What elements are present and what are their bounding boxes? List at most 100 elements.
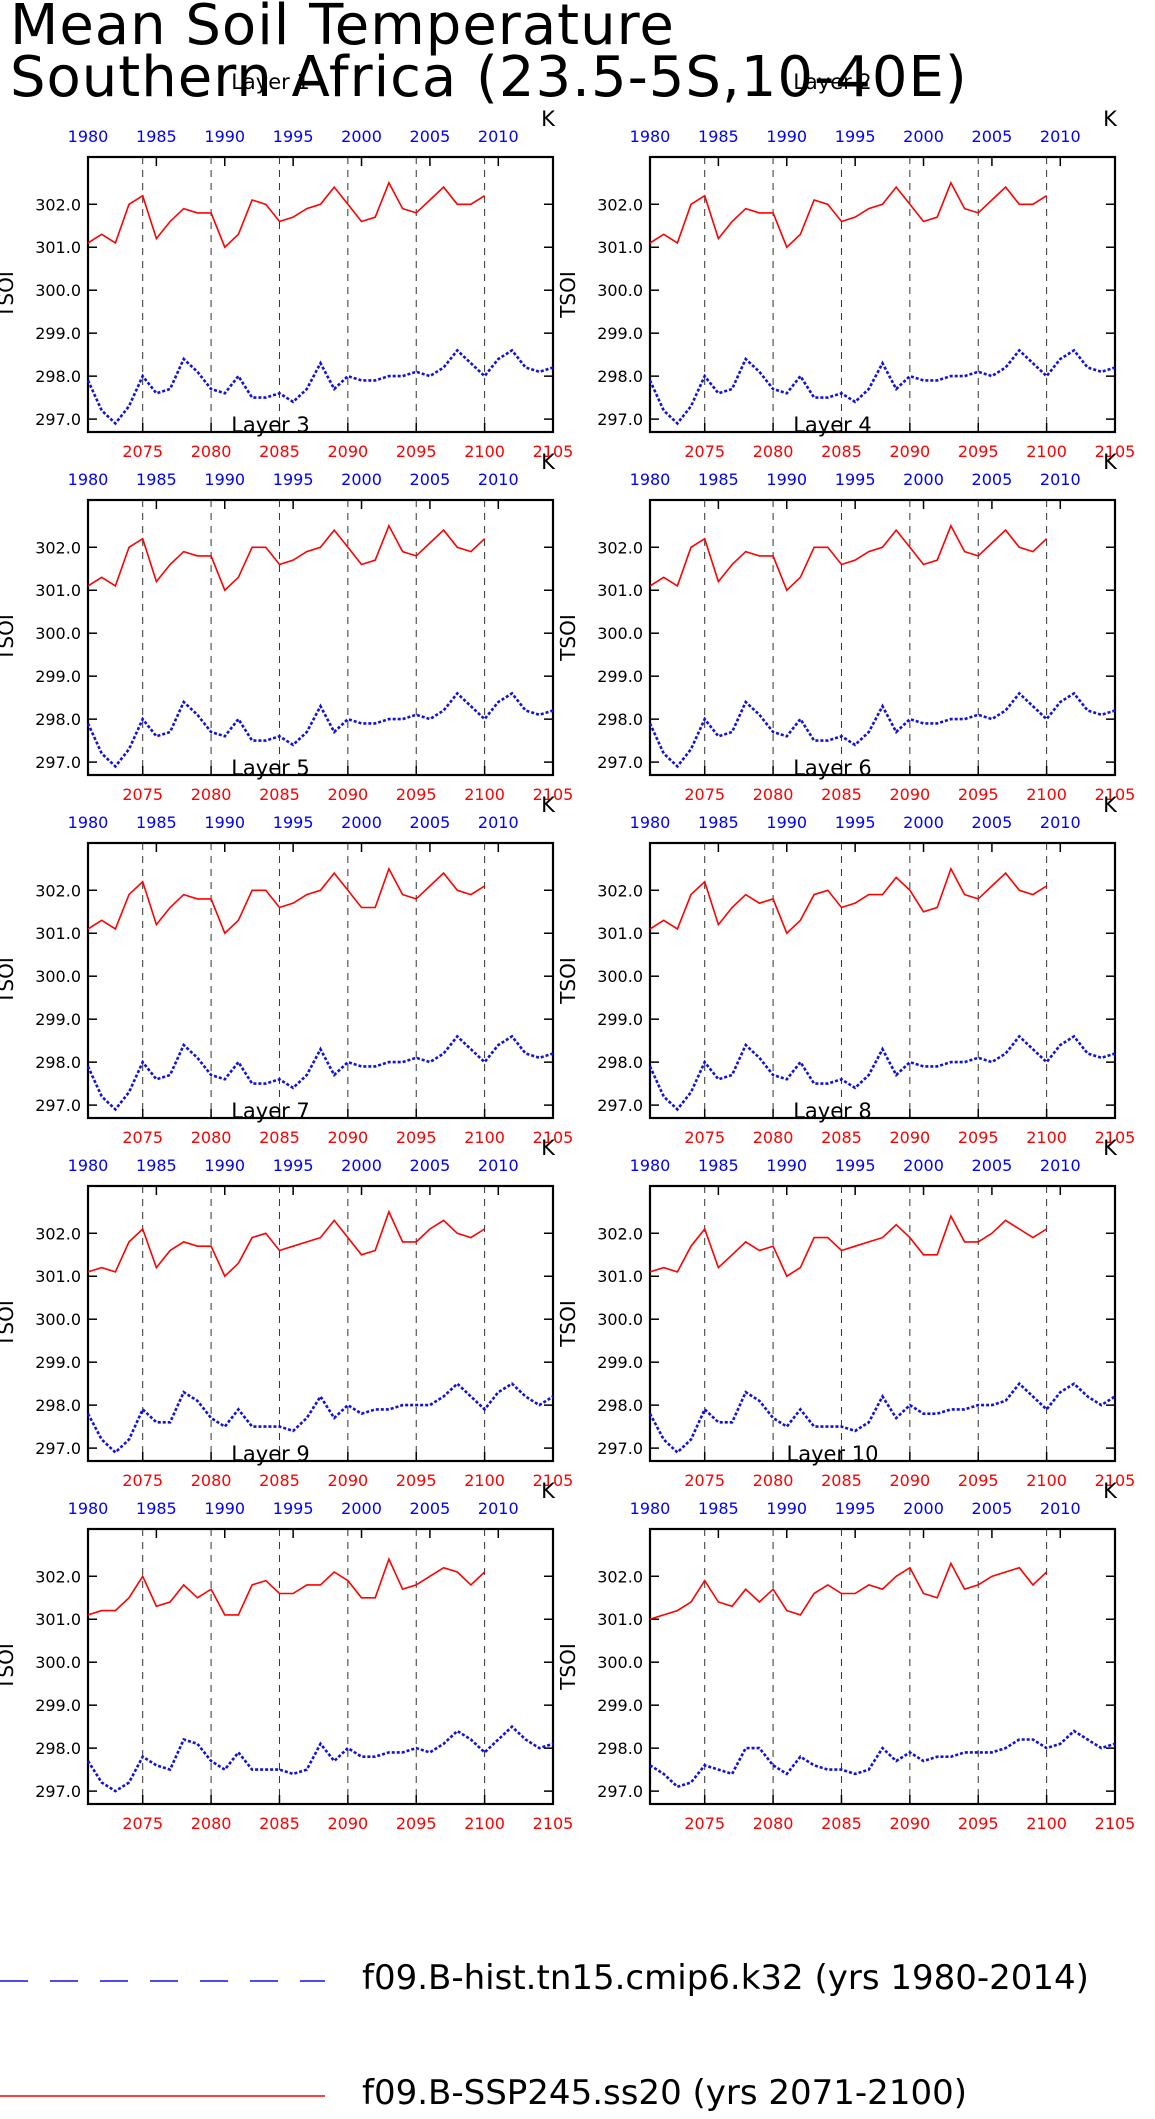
panel-label: Layer 1	[231, 70, 310, 94]
series-hist-line	[86, 1381, 554, 1455]
plot-frame	[86, 498, 555, 777]
units-label: K	[1103, 107, 1118, 131]
x-tick-label-top: 2010	[478, 813, 519, 832]
y-tick-label: 302.0	[597, 1567, 643, 1586]
x-tick-label-bottom: 2105	[1095, 442, 1136, 461]
y-tick-label: 298.0	[597, 710, 643, 729]
y-tick-label: 297.0	[597, 753, 643, 772]
plot-frame	[648, 155, 1117, 434]
x-tick-label-bottom: 2105	[1095, 1814, 1136, 1833]
x-tick-label-bottom: 2090	[889, 1471, 930, 1490]
x-tick-label-bottom: 2105	[533, 785, 574, 804]
y-tick-label: 301.0	[35, 581, 81, 600]
panel-2: Layer 2 K TSOI 297.0 298.0 299.0 300.0 301.0 302…	[556, 70, 1135, 461]
y-tick-label: 300.0	[597, 624, 643, 643]
x-tick-label-top: 2010	[478, 127, 519, 146]
panel-label: Layer 3	[231, 413, 310, 437]
legend-lines	[0, 1980, 325, 2097]
plot-frame	[86, 1184, 555, 1463]
x-tick-label-top: 1980	[630, 127, 671, 146]
x-tick-label-bottom: 2095	[958, 442, 999, 461]
x-tick-label-top: 2000	[341, 1499, 382, 1518]
x-tick-label-bottom: 2085	[821, 785, 862, 804]
x-tick-label-top: 2000	[341, 470, 382, 489]
x-tick-label-top: 2005	[410, 470, 451, 489]
y-tick-label: 302.0	[597, 881, 643, 900]
x-tick-label-top: 1990	[766, 1499, 807, 1518]
y-tick-label: 299.0	[597, 1696, 643, 1715]
y-tick-label: 301.0	[35, 1267, 81, 1286]
x-tick-label-bottom: 2100	[1026, 785, 1067, 804]
plot-frame	[648, 1527, 1117, 1806]
x-tick-label-top: 1990	[766, 470, 807, 489]
x-tick-label-top: 2000	[903, 1499, 944, 1518]
x-tick-label-bottom: 2105	[533, 1128, 574, 1147]
x-tick-label-top: 1980	[68, 1499, 109, 1518]
y-axis-label: TSOI	[556, 271, 580, 319]
x-tick-label-bottom: 2075	[684, 785, 725, 804]
series-hist-line	[648, 1034, 1116, 1112]
x-tick-label-bottom: 2085	[821, 1128, 862, 1147]
panel-label: Layer 2	[793, 70, 872, 94]
series-hist-line	[86, 691, 554, 769]
y-tick-label: 298.0	[597, 1739, 643, 1758]
x-tick-label-top: 1995	[273, 1156, 314, 1175]
panel-label: Layer 9	[231, 1442, 310, 1466]
panel-label: Layer 7	[231, 1099, 310, 1123]
x-tick-label-bottom: 2075	[122, 1814, 163, 1833]
plot-frame	[86, 841, 555, 1120]
x-tick-label-bottom: 2090	[327, 1128, 368, 1147]
chart-title-line2: Southern Africa (23.5-5S,10-40E)	[10, 45, 968, 110]
x-tick-label-bottom: 2075	[684, 1128, 725, 1147]
plot-frame	[86, 1527, 555, 1806]
x-tick-label-top: 1990	[766, 127, 807, 146]
series-hist-line	[86, 1724, 554, 1793]
panel-5: Layer 5 K TSOI 297.0 298.0 299.0 300.0 301.0 302…	[0, 756, 573, 1147]
y-tick-label: 301.0	[597, 581, 643, 600]
x-tick-label-bottom: 2095	[396, 1814, 437, 1833]
x-tick-label-bottom: 2085	[821, 1471, 862, 1490]
x-tick-label-top: 2000	[903, 127, 944, 146]
x-tick-label-bottom: 2095	[396, 1471, 437, 1490]
x-tick-label-bottom: 2100	[1026, 442, 1067, 461]
units-label: K	[1103, 450, 1118, 474]
x-tick-label-bottom: 2105	[533, 1814, 574, 1833]
x-tick-label-bottom: 2105	[533, 442, 574, 461]
x-tick-label-top: 2005	[972, 1156, 1013, 1175]
y-tick-label: 301.0	[597, 1267, 643, 1286]
y-tick-label: 297.0	[597, 410, 643, 429]
chart-title: Mean Soil Temperature Southern Africa (2…	[10, 0, 968, 110]
x-tick-label-bottom: 2090	[327, 785, 368, 804]
x-tick-label-bottom: 2095	[958, 785, 999, 804]
x-tick-label-top: 2005	[410, 1499, 451, 1518]
x-tick-label-bottom: 2075	[122, 442, 163, 461]
x-tick-label-bottom: 2105	[1095, 785, 1136, 804]
x-tick-label-top: 1985	[136, 1156, 177, 1175]
x-tick-label-top: 1980	[68, 127, 109, 146]
units-label: K	[541, 793, 556, 817]
y-tick-label: 299.0	[597, 324, 643, 343]
x-tick-label-bottom: 2080	[191, 785, 232, 804]
series-ssp-line	[649, 1214, 1048, 1278]
y-axis-label: TSOI	[0, 1300, 18, 1348]
y-tick-label: 302.0	[35, 538, 81, 557]
series-ssp-line	[87, 1209, 486, 1278]
x-tick-label-top: 2000	[903, 813, 944, 832]
plot-frame	[86, 155, 555, 434]
x-tick-label-bottom: 2075	[684, 1471, 725, 1490]
series-hist-line	[648, 348, 1116, 426]
x-tick-label-top: 1985	[698, 1156, 739, 1175]
y-tick-label: 301.0	[35, 238, 81, 257]
x-tick-label-bottom: 2080	[753, 1471, 794, 1490]
x-tick-label-top: 1985	[136, 470, 177, 489]
series-ssp-line	[649, 1561, 1048, 1620]
x-tick-label-top: 2005	[410, 127, 451, 146]
y-tick-label: 302.0	[35, 195, 81, 214]
x-tick-label-bottom: 2100	[1026, 1814, 1067, 1833]
legend: f09.B-hist.tn15.cmip6.k32 (yrs 1980-2014…	[0, 1900, 1155, 2119]
x-tick-label-top: 2000	[903, 470, 944, 489]
x-tick-label-top: 1995	[835, 813, 876, 832]
x-tick-label-bottom: 2095	[396, 785, 437, 804]
panel-label: Layer 5	[231, 756, 310, 780]
x-tick-label-top: 1980	[630, 1156, 671, 1175]
